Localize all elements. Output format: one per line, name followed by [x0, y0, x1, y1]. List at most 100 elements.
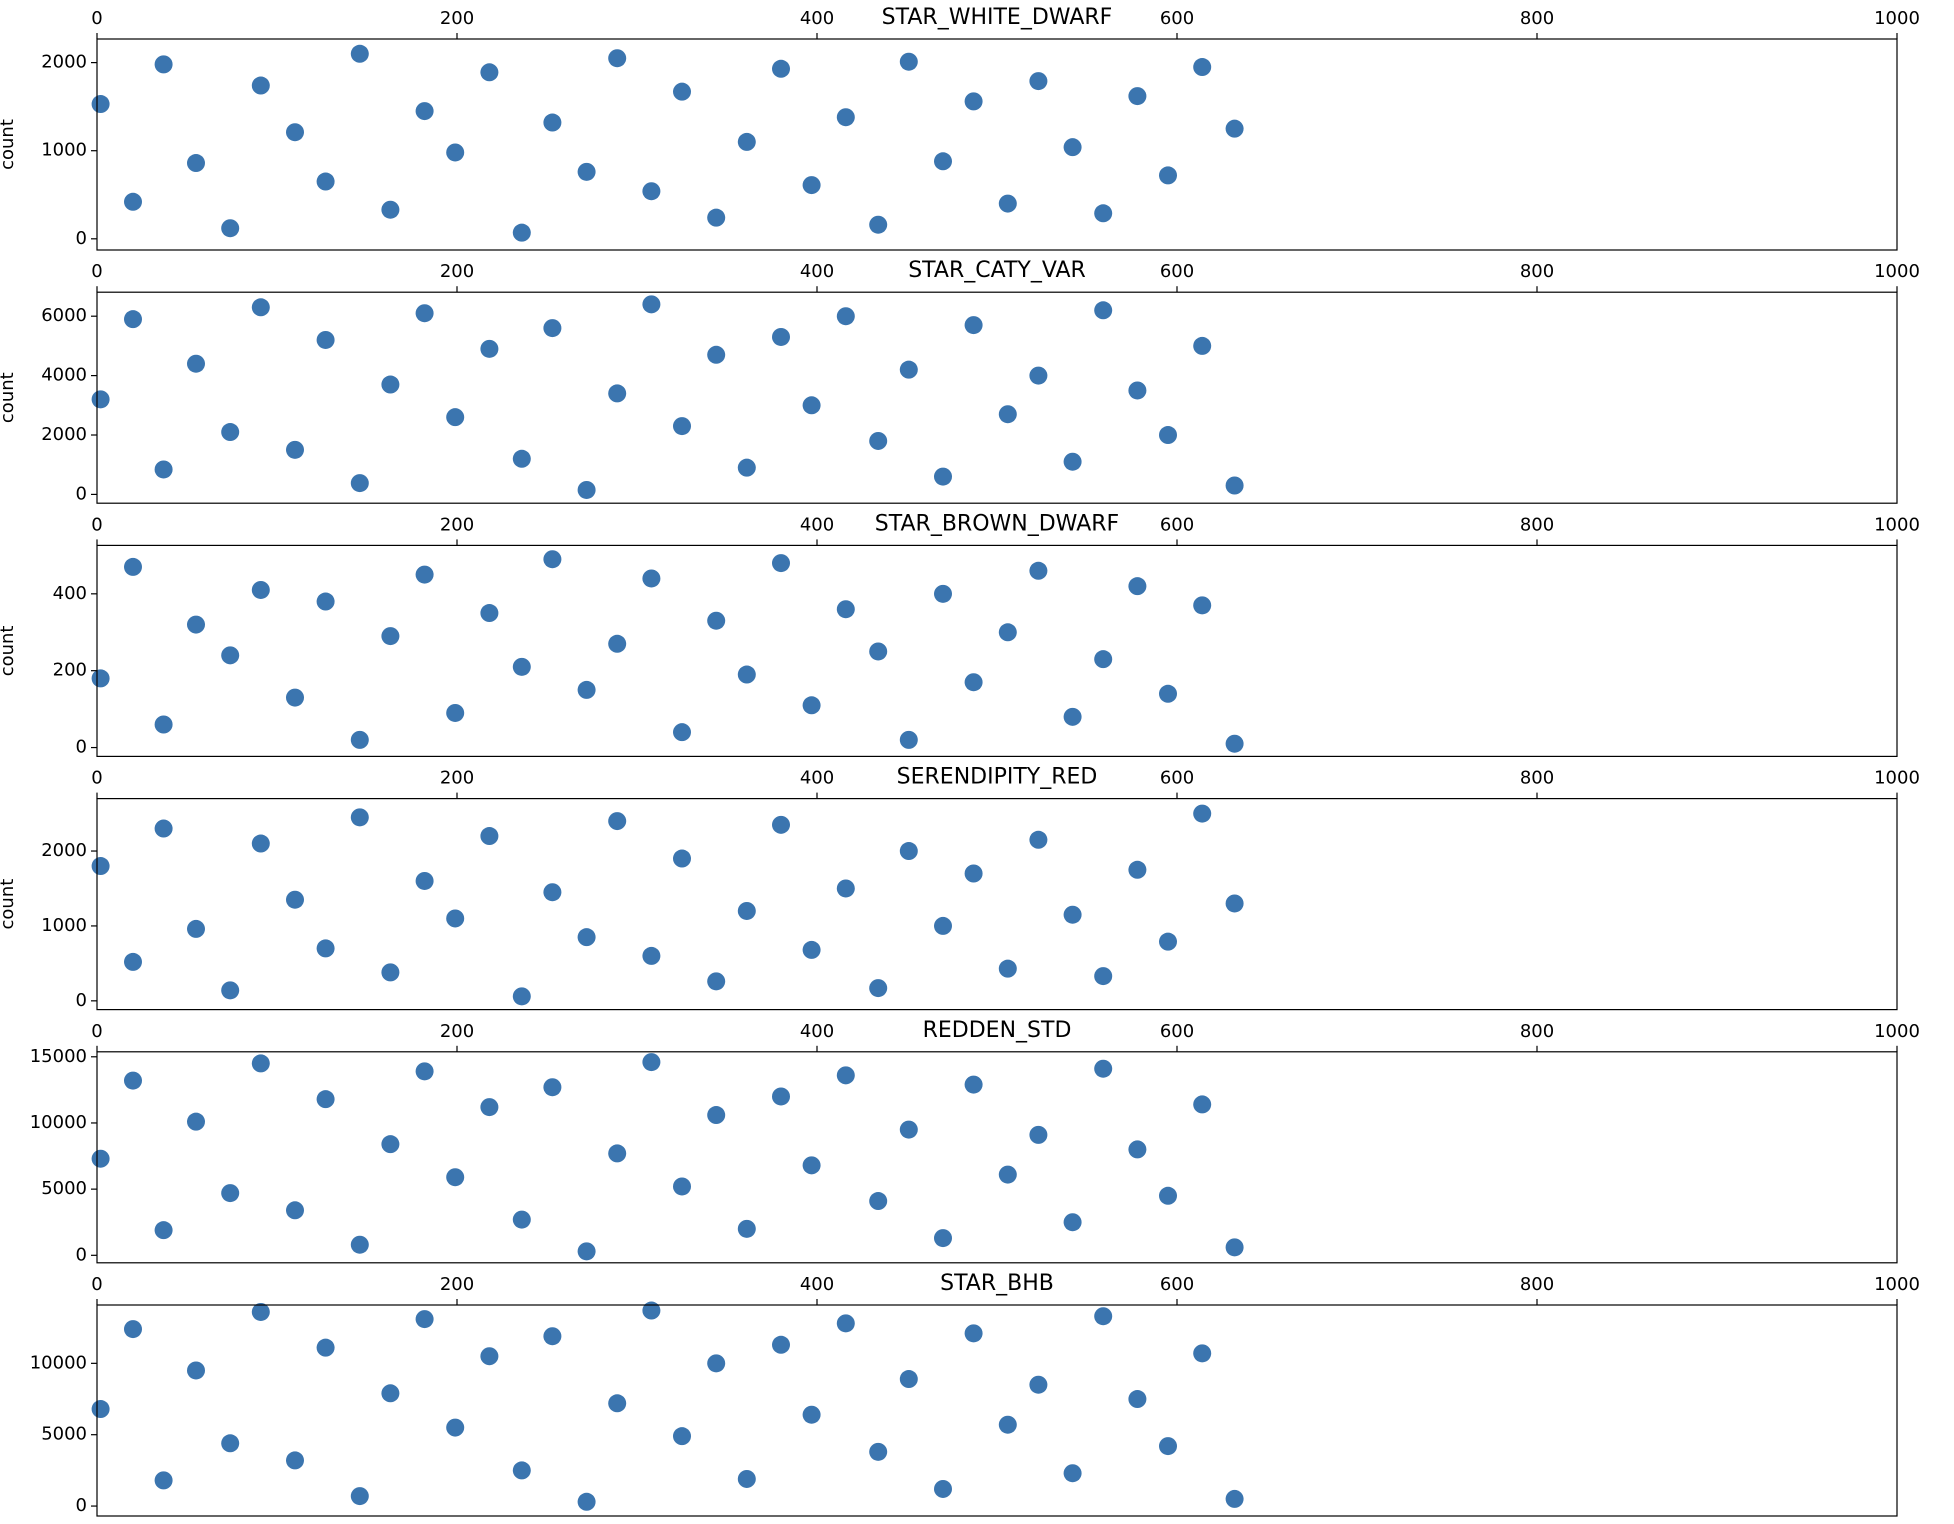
point: [1063, 452, 1082, 471]
point: [1159, 684, 1177, 703]
point: [1128, 87, 1147, 106]
point: [642, 182, 661, 201]
point: [1128, 577, 1147, 596]
point: [642, 295, 661, 314]
point: [1063, 1213, 1082, 1232]
point: [577, 928, 596, 947]
x-tick-label: 200: [440, 514, 474, 535]
point: [316, 172, 335, 191]
x-tick-label: 0: [91, 1274, 102, 1295]
point: [512, 1461, 531, 1480]
y-tick-label: 0: [76, 483, 87, 504]
point: [964, 1075, 983, 1094]
point: [1225, 734, 1244, 753]
point: [1225, 894, 1244, 913]
point: [124, 1320, 142, 1339]
point: [91, 1149, 110, 1168]
point: [154, 55, 173, 74]
point: [350, 1487, 369, 1506]
x-tick-label: 600: [1160, 261, 1194, 282]
point: [642, 1301, 661, 1320]
point: [187, 154, 205, 173]
point: [707, 611, 726, 630]
y-tick-label: 2000: [41, 52, 87, 73]
point: [286, 688, 304, 707]
x-tick-label: 600: [1160, 1274, 1194, 1295]
x-tick-label: 400: [800, 1021, 834, 1042]
y-tick-label: 15000: [30, 1046, 87, 1067]
point: [316, 939, 335, 958]
point: [187, 1112, 205, 1131]
point: [869, 1192, 888, 1211]
x-tick-label: 800: [1520, 768, 1554, 789]
point: [1193, 1095, 1212, 1114]
x-tick-label: 1000: [1874, 1021, 1920, 1042]
point: [91, 390, 110, 409]
point: [187, 1361, 205, 1380]
y-tick-label: 10000: [30, 1352, 87, 1373]
y-tick-label: 1000: [41, 915, 87, 936]
point: [772, 59, 790, 78]
point: [673, 82, 691, 101]
point: [512, 449, 531, 468]
point: [350, 474, 369, 493]
point: [124, 192, 142, 211]
point: [512, 657, 531, 676]
point: [1094, 650, 1113, 669]
point: [1094, 204, 1113, 223]
point: [737, 1219, 756, 1238]
point: [608, 1144, 627, 1163]
x-tick-label: 800: [1520, 8, 1554, 29]
x-tick-label: 200: [440, 8, 474, 29]
point: [446, 703, 465, 722]
y-axis-label: count: [0, 119, 18, 170]
point: [869, 979, 888, 998]
point: [642, 569, 661, 588]
point: [642, 1053, 661, 1072]
point: [998, 1165, 1017, 1184]
point: [1094, 1307, 1113, 1326]
point: [154, 819, 173, 838]
point: [286, 890, 304, 909]
point: [772, 1335, 790, 1354]
y-tick-label: 400: [53, 583, 87, 604]
point: [251, 1054, 270, 1073]
point: [381, 200, 400, 219]
point: [869, 642, 888, 661]
point: [737, 132, 756, 151]
y-tick-label: 10000: [30, 1112, 87, 1133]
point: [998, 623, 1017, 642]
point: [836, 108, 855, 127]
point: [772, 815, 790, 834]
point: [154, 715, 173, 734]
point: [381, 627, 400, 646]
point: [480, 604, 499, 623]
point: [1193, 336, 1212, 355]
point: [1128, 1390, 1147, 1409]
point: [964, 864, 983, 883]
point: [836, 1066, 855, 1085]
point: [381, 1135, 400, 1154]
x-tick-label: 800: [1520, 1021, 1554, 1042]
y-tick-label: 0: [76, 1495, 87, 1516]
point: [316, 1090, 335, 1109]
point: [350, 808, 369, 827]
y-tick-label: 6000: [41, 305, 87, 326]
point: [707, 345, 726, 364]
panel-title: STAR_CATY_VAR: [908, 258, 1086, 283]
point: [316, 592, 335, 611]
point: [480, 1347, 499, 1366]
y-tick-label: 200: [53, 660, 87, 681]
point: [251, 298, 270, 317]
y-tick-label: 0: [76, 737, 87, 758]
point: [1193, 1344, 1212, 1363]
point: [836, 600, 855, 619]
y-tick-label: 0: [76, 990, 87, 1011]
point: [350, 730, 369, 749]
point: [543, 319, 562, 338]
point: [91, 95, 110, 114]
point: [964, 673, 983, 692]
point: [869, 215, 888, 234]
point: [707, 1106, 726, 1125]
panel-title: STAR_BROWN_DWARF: [875, 511, 1119, 536]
